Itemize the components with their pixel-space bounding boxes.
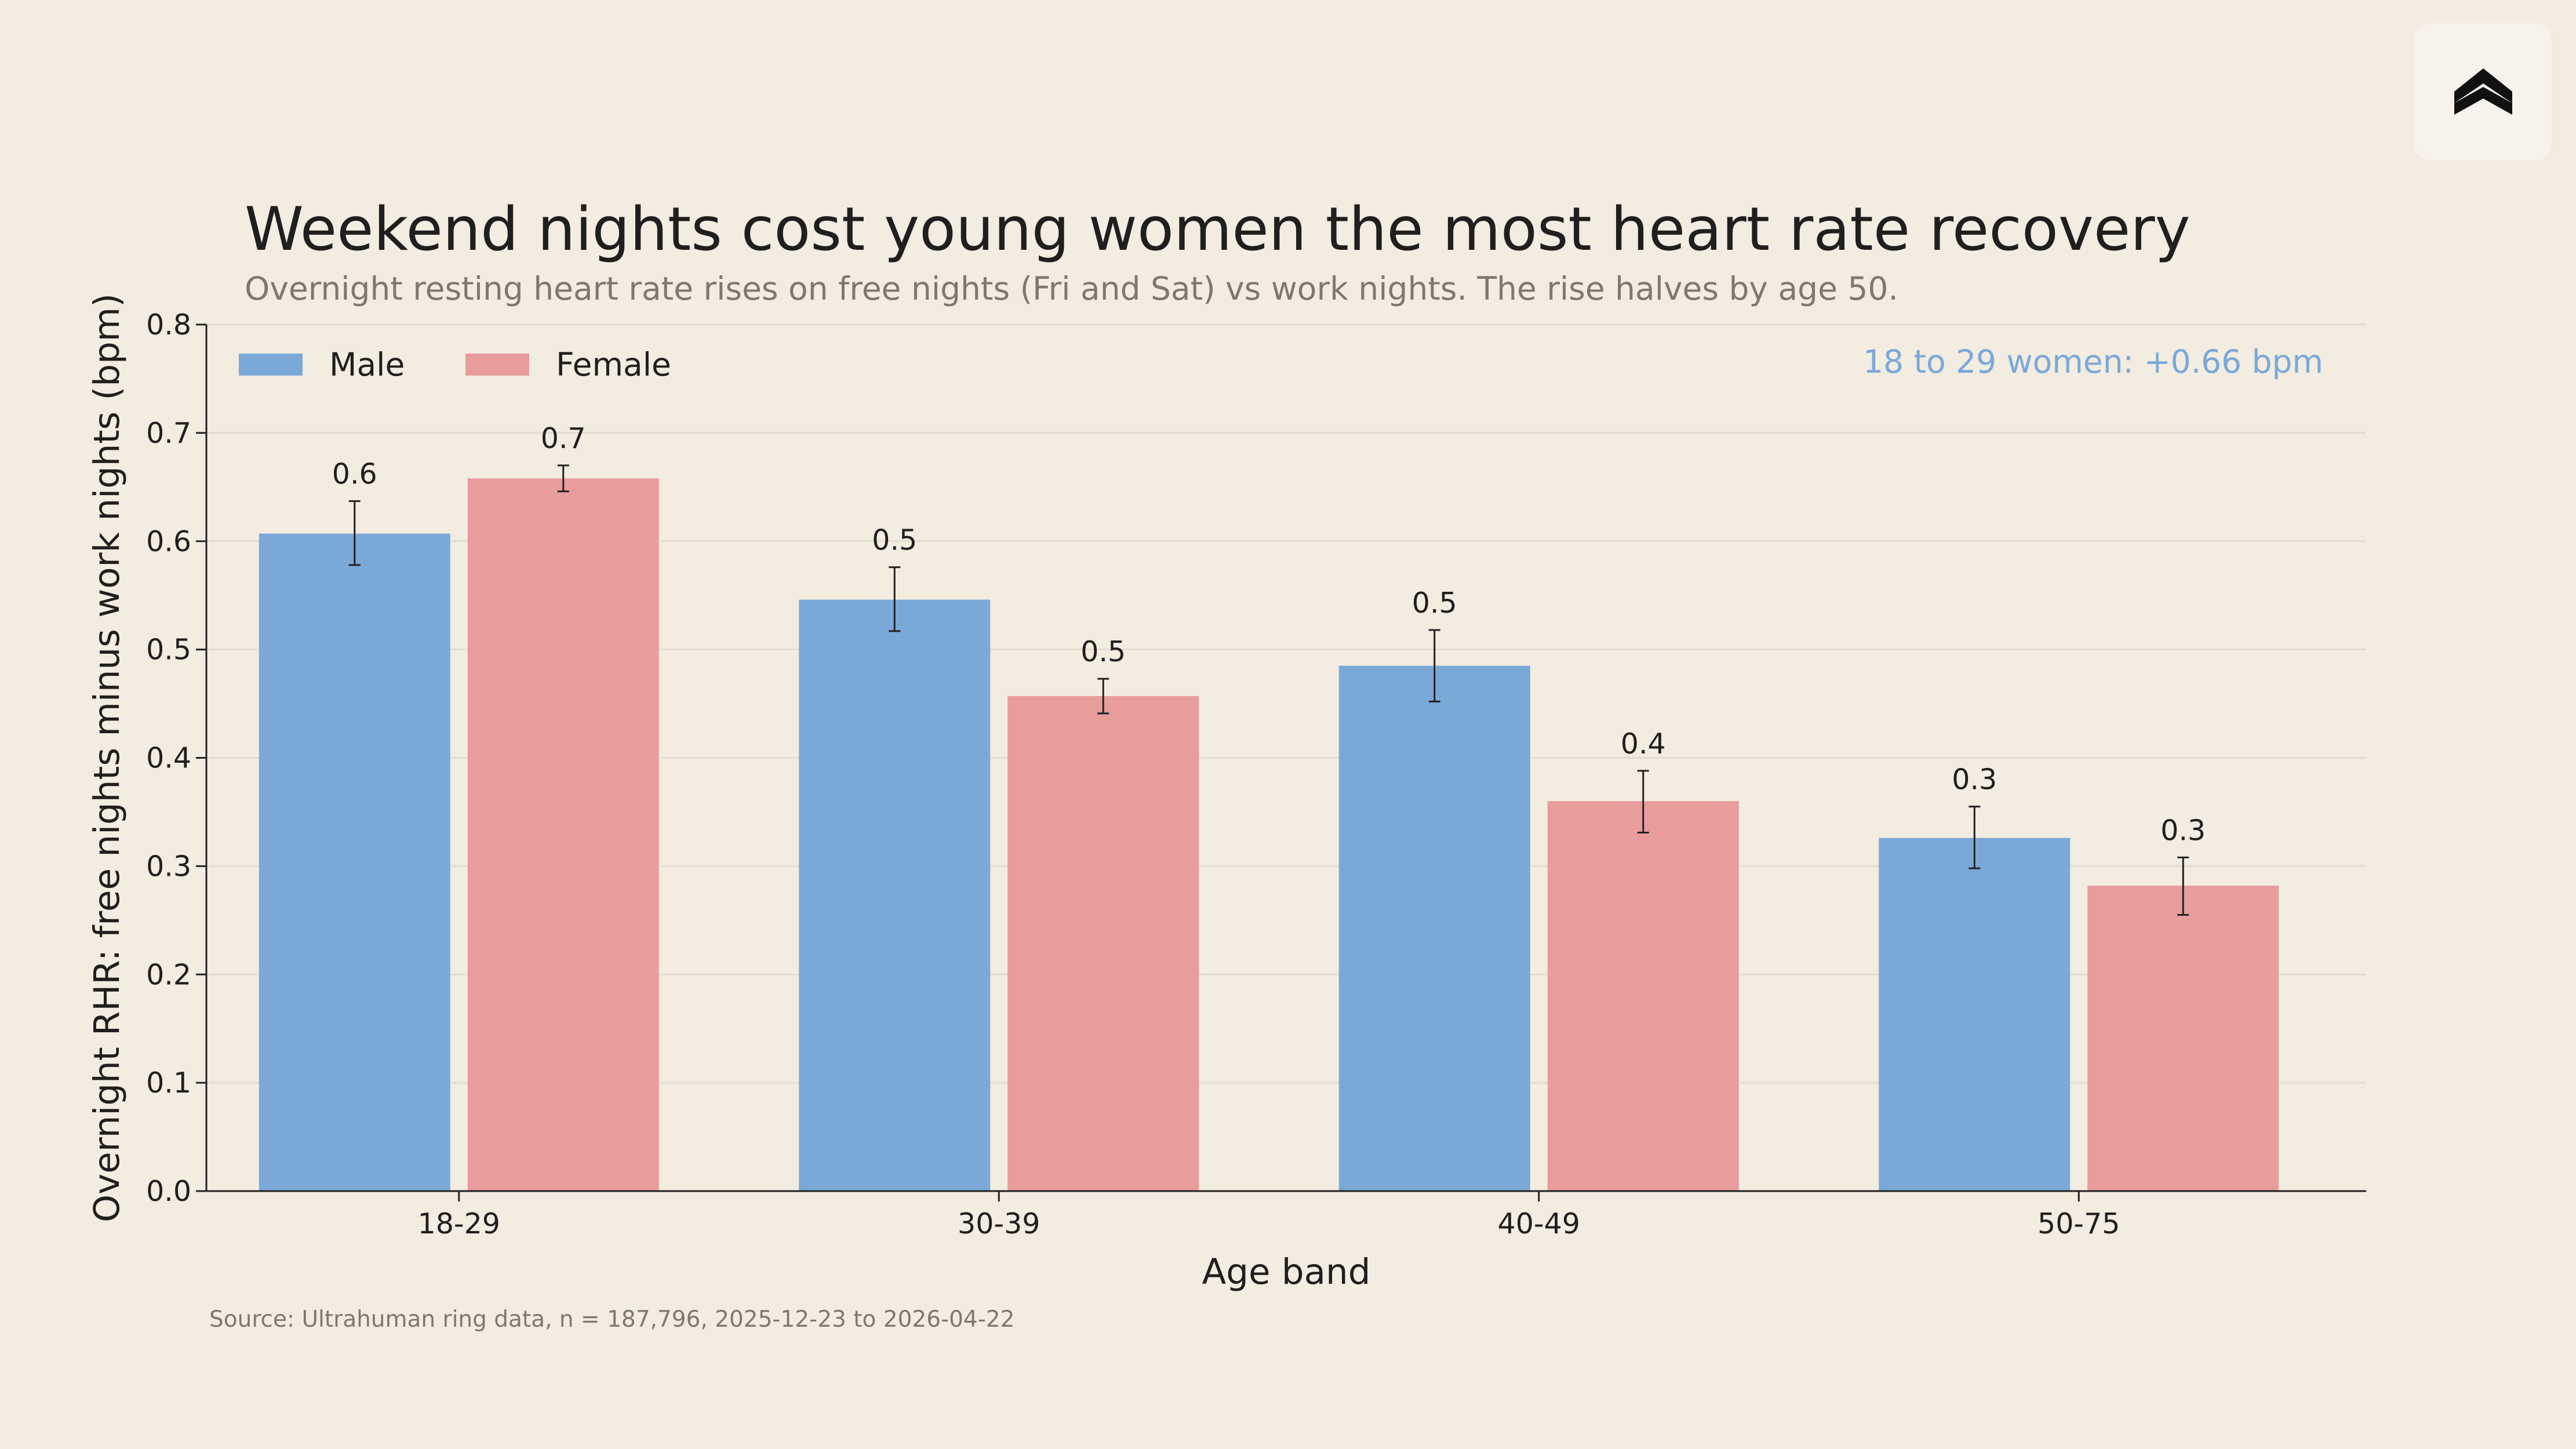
y-tick-label: 0.5 xyxy=(146,634,191,667)
bar-male xyxy=(799,599,991,1191)
legend: Male Female xyxy=(239,346,671,383)
chart-title: Weekend nights cost young women the most… xyxy=(245,195,2191,264)
bar-male xyxy=(1338,665,1530,1191)
bar-female xyxy=(467,478,659,1191)
annotation-background xyxy=(1884,339,2333,391)
source-note: Source: Ultrahuman ring data, n = 187,79… xyxy=(209,1306,1015,1333)
logo-tile xyxy=(2415,23,2552,160)
data-label: 0.6 xyxy=(332,458,377,491)
x-tick-label: 30-39 xyxy=(958,1207,1040,1240)
bar-male xyxy=(1879,838,2071,1191)
data-label: 0.5 xyxy=(1412,587,1457,620)
legend-swatch-male xyxy=(239,354,303,376)
bar-female xyxy=(1007,696,1199,1191)
data-label: 0.4 xyxy=(1621,727,1666,760)
x-tick-label: 40-49 xyxy=(1498,1207,1580,1240)
y-tick-label: 0.2 xyxy=(146,958,191,991)
y-tick-label: 0.4 xyxy=(146,742,191,775)
y-tick-label: 0.1 xyxy=(146,1066,191,1100)
bar-female xyxy=(2087,886,2279,1191)
data-label: 0.3 xyxy=(2160,814,2206,847)
annotation: 18 to 29 women: +0.66 bpm xyxy=(1863,343,2323,380)
bar-female xyxy=(1547,801,1739,1191)
y-tick-label: 0.7 xyxy=(146,417,191,450)
legend-label-female: Female xyxy=(556,346,671,383)
brand-logo-icon xyxy=(2454,68,2512,115)
data-label: 0.5 xyxy=(1080,635,1126,668)
x-tick-label: 18-29 xyxy=(418,1207,500,1240)
x-axis-title: Age band xyxy=(1202,1251,1371,1293)
y-axis-title: Overnight RHR: free nights minus work ni… xyxy=(86,293,128,1222)
data-label: 0.3 xyxy=(1952,763,1997,796)
data-label: 0.7 xyxy=(541,422,586,455)
y-tick-label: 0.8 xyxy=(146,308,191,341)
legend-label-male: Male xyxy=(329,346,405,383)
y-tick-label: 0.0 xyxy=(146,1175,191,1208)
chart-subtitle: Overnight resting heart rate rises on fr… xyxy=(245,270,1898,307)
y-tick-label: 0.3 xyxy=(146,850,191,883)
y-tick-label: 0.6 xyxy=(146,525,191,558)
legend-swatch-female xyxy=(465,354,529,376)
x-tick-label: 50-75 xyxy=(2037,1207,2120,1240)
bar-male xyxy=(259,533,450,1192)
tick-labels: 0.0 0.1 0.2 0.3 0.4 0.5 0.6 0.7 0.8 18-29 30-39 40-… xyxy=(146,308,2120,1240)
bars: 0.6 0.7 0.5 0.5 0.5 0.4 0.3 0.3 xyxy=(259,422,2279,1192)
data-label: 0.5 xyxy=(872,524,917,557)
